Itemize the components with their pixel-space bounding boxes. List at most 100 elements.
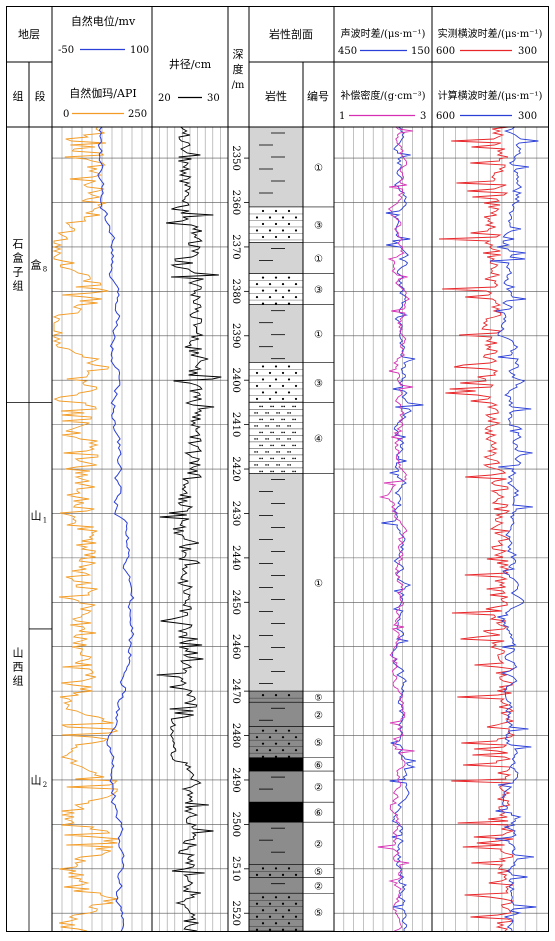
lith-code-label: ② bbox=[314, 881, 323, 892]
sandstone-symbol bbox=[261, 378, 265, 381]
member-label: 山 bbox=[31, 774, 42, 787]
sandstone-symbol bbox=[274, 922, 278, 925]
lithology-column: ① ③ ① ③ ① ③ ④ ① ⑤ ② ⑤ ⑥ ② ⑥ ② ⑤ ② ⑤ bbox=[248, 126, 334, 932]
silt-symbol bbox=[256, 451, 259, 453]
sandstone-symbol bbox=[261, 209, 265, 213]
member-subscript: 1 bbox=[43, 517, 47, 525]
silt-symbol bbox=[294, 405, 297, 408]
silt-symbol bbox=[256, 412, 259, 414]
header-den-min: 1 bbox=[339, 111, 345, 122]
header-gr-min: 0 bbox=[63, 109, 69, 120]
sandstone-symbol bbox=[294, 928, 298, 931]
member-subscript: 2 bbox=[43, 781, 47, 789]
silt-symbol bbox=[256, 438, 259, 440]
silt-symbol bbox=[294, 470, 297, 473]
header-code: 编号 bbox=[307, 89, 329, 103]
formation-label: 西 bbox=[13, 661, 24, 674]
sandstone-symbol bbox=[268, 915, 272, 918]
sandstone-symbol bbox=[287, 378, 291, 381]
sandstone-symbol bbox=[274, 209, 278, 213]
sandstone-symbol bbox=[255, 371, 259, 375]
sandstone-symbol bbox=[281, 216, 285, 219]
sandstone-symbol bbox=[281, 295, 285, 299]
silt-symbol bbox=[270, 405, 272, 408]
silt-symbol bbox=[283, 418, 286, 421]
lith-code-label: ③ bbox=[314, 285, 323, 296]
sandstone-symbol bbox=[281, 384, 285, 388]
header-depth-3: /m bbox=[232, 80, 245, 91]
header-sp: 自然电位/mv bbox=[71, 14, 136, 28]
silt-symbol bbox=[261, 405, 264, 408]
lith-code-label: ⑤ bbox=[314, 738, 323, 749]
sandstone-symbol bbox=[287, 694, 291, 697]
depth-label: 2480 bbox=[230, 723, 241, 748]
header-lithology: 岩性 bbox=[265, 89, 287, 103]
silt-symbol bbox=[278, 425, 281, 427]
sandstone-symbol bbox=[287, 896, 291, 899]
sandstone-symbol bbox=[268, 282, 272, 286]
depth-label: 2410 bbox=[230, 412, 241, 437]
silt-symbol bbox=[261, 444, 264, 447]
silt-symbol bbox=[254, 451, 256, 453]
depth-label: 2460 bbox=[230, 634, 241, 659]
lith-code-label: ② bbox=[314, 710, 323, 721]
lith-layer-mudstone_dark bbox=[248, 877, 304, 894]
lith-code-label: ⑥ bbox=[314, 808, 323, 819]
silt-symbol bbox=[292, 470, 294, 473]
sandstone-symbol bbox=[261, 742, 265, 745]
silt-symbol bbox=[281, 405, 283, 408]
sandstone-symbol bbox=[274, 276, 278, 279]
silt-symbol bbox=[287, 425, 289, 427]
depth-label: 2490 bbox=[230, 767, 241, 792]
sandstone-symbol bbox=[281, 749, 285, 752]
silt-symbol bbox=[261, 457, 264, 460]
lith-code-label: ② bbox=[314, 783, 323, 794]
sandstone-symbol bbox=[287, 729, 291, 732]
sandstone-symbol bbox=[281, 229, 285, 232]
silt-symbol bbox=[292, 444, 294, 447]
caliper-curve bbox=[156, 126, 222, 932]
silt-symbol bbox=[294, 431, 297, 434]
sandstone-symbol bbox=[294, 216, 298, 219]
sandstone-symbol bbox=[274, 289, 278, 292]
sandstone-symbol bbox=[255, 749, 259, 752]
sandstone-symbol bbox=[274, 909, 278, 912]
silt-symbol bbox=[261, 431, 264, 434]
silt-symbol bbox=[265, 425, 267, 427]
silt-symbol bbox=[294, 444, 297, 447]
silt-symbol bbox=[254, 438, 256, 440]
silt-symbol bbox=[292, 431, 294, 434]
silt-symbol bbox=[265, 438, 267, 440]
silt-symbol bbox=[259, 418, 261, 421]
silt-symbol bbox=[289, 425, 292, 427]
depth-label: 2470 bbox=[230, 678, 241, 703]
sandstone-symbol bbox=[268, 216, 272, 219]
sandstone-symbol bbox=[294, 902, 298, 905]
depth-label: 2430 bbox=[230, 501, 241, 526]
silt-symbol bbox=[281, 470, 283, 473]
silt-symbol bbox=[272, 418, 275, 421]
sandstone-symbol bbox=[281, 915, 285, 918]
sandstone-symbol bbox=[255, 928, 259, 931]
silt-symbol bbox=[272, 444, 275, 447]
silt-symbol bbox=[287, 451, 289, 453]
sp-curve bbox=[97, 126, 135, 932]
header-stratum: 地层 bbox=[18, 28, 40, 41]
silt-symbol bbox=[292, 405, 294, 408]
sandstone-symbol bbox=[261, 755, 265, 758]
sandstone-symbol bbox=[287, 222, 291, 226]
sandstone-symbol bbox=[255, 295, 259, 299]
silt-symbol bbox=[265, 451, 267, 453]
header-cal-min: 20 bbox=[158, 93, 171, 104]
depth-label: 2400 bbox=[230, 367, 241, 392]
sandstone-symbol bbox=[255, 902, 259, 905]
depth-label: 2440 bbox=[230, 545, 241, 570]
lith-code-label: ② bbox=[314, 839, 323, 850]
header-member: 段 bbox=[35, 89, 46, 103]
lith-code-label: ③ bbox=[314, 378, 323, 389]
dts-calculated-curve bbox=[489, 126, 539, 932]
sandstone-symbol bbox=[261, 289, 265, 292]
lith-layer-mudstone_dark bbox=[248, 701, 304, 727]
silt-symbol bbox=[254, 464, 256, 466]
sandstone-symbol bbox=[268, 873, 272, 876]
